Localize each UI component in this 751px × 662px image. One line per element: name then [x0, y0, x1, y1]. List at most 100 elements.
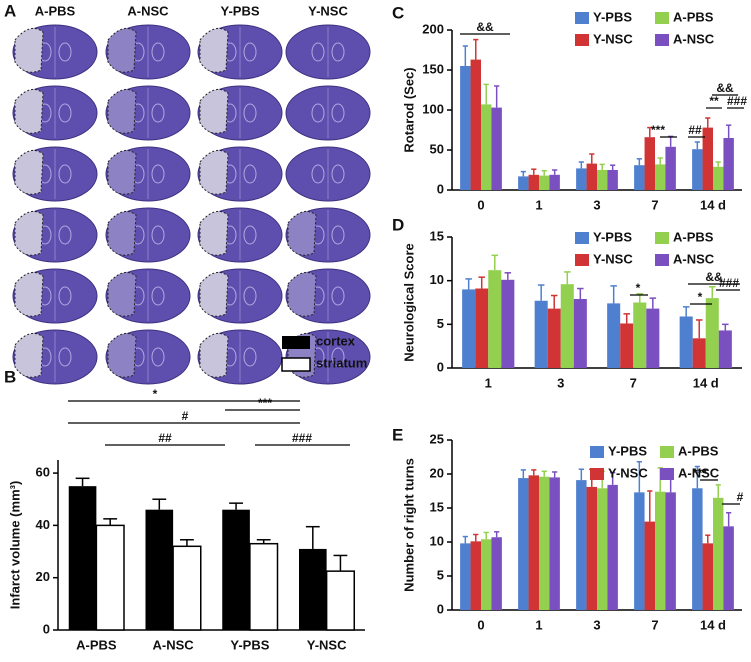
legend-swatch [281, 357, 311, 372]
panel-label: A [4, 1, 16, 20]
legend-label: striatum [316, 355, 367, 370]
legend-swatch [575, 34, 589, 46]
significance-mark: ** [709, 94, 719, 108]
ventricle [151, 347, 165, 367]
x-tick-label: 3 [593, 617, 600, 632]
bar [576, 480, 587, 610]
y-tick-label: 0 [437, 359, 444, 374]
legend-swatch [655, 34, 669, 46]
bar [679, 316, 693, 368]
infarct [107, 332, 137, 378]
y-tick-label: 10 [430, 533, 444, 548]
x-tick-label: Y-NSC [307, 637, 347, 652]
y-tick-label: 150 [422, 61, 444, 76]
ventricle [311, 103, 325, 123]
infarct [199, 210, 229, 256]
panel-label: C [392, 3, 404, 22]
x-tick-label: 7 [651, 617, 658, 632]
bar [573, 299, 587, 368]
ventricle [151, 164, 165, 184]
x-tick-label: 1 [485, 375, 492, 390]
legend-swatch [655, 232, 669, 244]
legend-swatch [575, 12, 589, 24]
bar [222, 509, 250, 630]
legend-swatch [590, 446, 604, 458]
x-tick-label: 0 [477, 197, 484, 212]
legend-label: A-PBS [678, 443, 719, 458]
infarct [107, 210, 137, 256]
legend-swatch [655, 254, 669, 266]
x-tick-label: 7 [651, 197, 658, 212]
ventricle [331, 164, 345, 184]
bar [633, 302, 647, 368]
y-axis-label: Rotarod (Sec) [401, 67, 416, 152]
significance-mark: ## [158, 431, 172, 445]
column-label: A-NSC [127, 3, 169, 18]
y-tick-label: 20 [430, 465, 444, 480]
ventricle [58, 103, 72, 123]
infarct [199, 332, 229, 378]
bar [576, 168, 587, 190]
bar [702, 127, 713, 190]
legend-swatch [655, 12, 669, 24]
panel-label: B [4, 367, 16, 386]
legend-label: A-NSC [678, 465, 720, 480]
significance-mark: # [182, 409, 189, 423]
legend-label: Y-PBS [593, 9, 632, 24]
legend-label: cortex [316, 333, 356, 348]
y-tick-label: 15 [430, 228, 444, 243]
bar [713, 166, 724, 190]
bar [528, 174, 539, 190]
column-label: Y-PBS [220, 3, 259, 18]
bar [713, 497, 724, 610]
panel-label: D [392, 215, 404, 234]
column-label: Y-NSC [308, 3, 348, 18]
bar [470, 59, 481, 190]
bar [597, 170, 608, 190]
legend-label: A-PBS [673, 229, 714, 244]
y-tick-label: 50 [430, 141, 444, 156]
y-tick-label: 15 [430, 499, 444, 514]
bar [298, 548, 327, 630]
x-tick-label: 14 d [693, 375, 719, 390]
bar [644, 137, 655, 190]
bar [607, 484, 618, 610]
bar [702, 543, 713, 610]
bar [249, 542, 279, 631]
bar [460, 66, 471, 190]
bar [501, 279, 515, 368]
infarct [199, 27, 229, 73]
significance-mark: && [476, 20, 494, 34]
bar [597, 488, 608, 610]
bar [723, 526, 734, 610]
bar [692, 149, 703, 190]
bar [665, 492, 676, 610]
bar [172, 545, 202, 631]
x-tick-label: A-PBS [76, 637, 117, 652]
ventricle [243, 347, 257, 367]
x-tick-label: 0 [477, 617, 484, 632]
y-axis-label: Infarct volume (mm³) [7, 481, 22, 610]
bar [539, 175, 550, 190]
bar [145, 509, 174, 630]
y-tick-label: 25 [430, 431, 444, 446]
bar [586, 486, 597, 610]
bar [462, 289, 476, 368]
x-tick-label: 1 [535, 617, 542, 632]
bar [491, 107, 502, 190]
legend-label: Y-PBS [608, 443, 647, 458]
y-axis-label: Number of right turns [401, 458, 416, 592]
ventricle [58, 164, 72, 184]
infarct [14, 88, 44, 134]
infarct [14, 271, 44, 317]
bar [634, 165, 645, 190]
infarct [14, 332, 44, 378]
bar [95, 524, 125, 631]
ventricle [243, 42, 257, 62]
bar [539, 476, 550, 610]
ventricle [311, 42, 325, 62]
y-tick-label: 10 [430, 272, 444, 287]
bar [620, 323, 634, 368]
bar [528, 475, 539, 610]
